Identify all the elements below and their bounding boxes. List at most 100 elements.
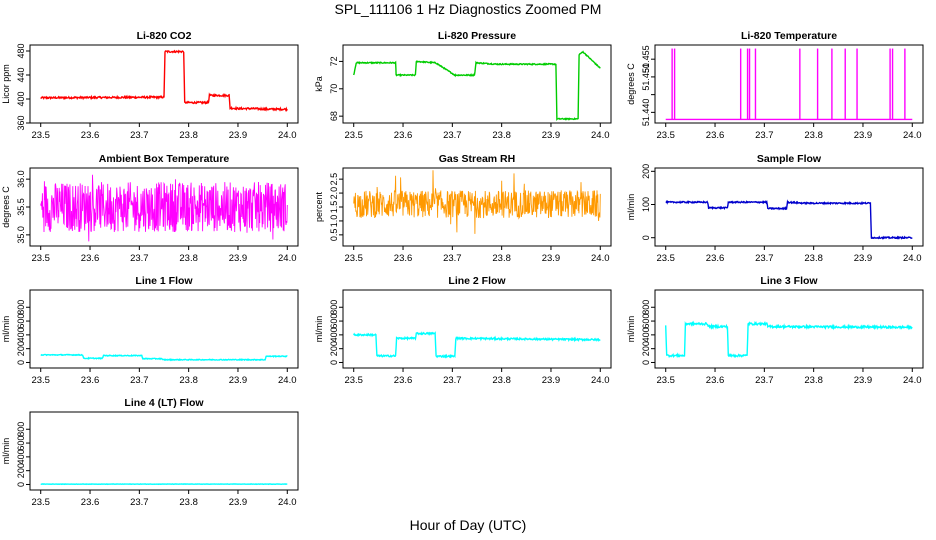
y-axis-label: ml/min [1,438,11,465]
y-tick-label: 100 [641,197,651,212]
x-tick-label: 23.8 [179,253,198,264]
x-tick-label: 23.7 [443,253,462,264]
y-tick-label: 200 [16,341,26,356]
x-tick-label: 24.0 [278,253,297,264]
panel-8: Line 3 Flow 23.5 23.6 23.7 23.8 23.9 24.0 0 2004… [626,275,924,386]
y-tick-label: 800 [641,300,651,315]
y-tick-label: 2.5 [329,173,339,186]
series-line [353,331,601,359]
series-line [40,353,288,362]
x-tick-label: 24.0 [278,497,297,508]
x-tick-label: 23.9 [542,253,561,264]
panel-0: Li-820 CO2 23.5 23.6 23.7 23.8 23.9 24.0 360 400… [1,30,299,141]
plot-frame [29,289,299,369]
x-tick-label: 23.7 [130,375,149,386]
panel-data [40,353,288,362]
series-line [665,199,913,240]
panel-9: Line 4 (LT) Flow 23.5 23.6 23.7 23.8 23.9 24.0… [1,397,299,508]
x-tick-label: 23.7 [443,375,462,386]
y-tick-label: 200 [641,341,651,356]
x-tick-label: 23.7 [130,253,149,264]
x-tick-label: 23.8 [804,375,823,386]
plot-frame [654,167,924,247]
x-tick-label: 23.9 [229,497,248,508]
y-tick-label: 35.0 [16,226,26,244]
x-tick-label: 23.9 [854,375,873,386]
y-tick-label: 600 [329,314,339,329]
series-line [665,320,913,359]
y-tick-label: 800 [16,422,26,437]
y-axis-label: degrees C [1,186,11,228]
y-tick-label: 1.0 [329,215,339,228]
y-tick-label: 400 [641,327,651,342]
x-tick-label: 23.5 [656,130,675,141]
panel-title: Li-820 Pressure [438,30,516,42]
x-tick-label: 23.6 [706,253,725,264]
y-tick-label: 600 [16,436,26,451]
x-tick-label: 23.6 [394,253,413,264]
panel-7: Line 2 Flow 23.5 23.6 23.7 23.8 23.9 24.0 0 2004… [314,275,612,386]
x-tick-label: 23.6 [706,375,725,386]
plot-frame [654,44,924,124]
x-tick-label: 23.5 [31,375,50,386]
x-tick-label: 23.9 [229,375,248,386]
y-axis-label: degrees C [626,63,636,105]
x-tick-label: 23.7 [755,130,774,141]
panel-1: Li-820 Pressure 23.5 23.6 23.7 23.8 23.9 24.0 6… [314,30,612,141]
x-tick-label: 23.7 [755,253,774,264]
x-tick-label: 23.9 [229,130,248,141]
y-tick-label: 0 [641,360,651,365]
y-tick-label: 800 [329,300,339,315]
y-tick-label: 0 [329,360,339,365]
x-tick-label: 23.7 [443,130,462,141]
series-line [353,170,601,234]
x-tick-label: 23.7 [130,497,149,508]
x-tick-label: 23.6 [394,130,413,141]
y-tick-label: 0 [16,360,26,365]
y-tick-label: 1.5 [329,201,339,214]
x-tick-label: 23.8 [492,253,511,264]
y-tick-label: 0 [16,482,26,487]
x-tick-label: 23.7 [755,375,774,386]
panel-title: Sample Flow [757,153,822,165]
panel-4: Gas Stream RH 23.5 23.6 23.7 23.8 23.9 24.0 0.5… [314,153,612,264]
y-tick-label: 51.455 [641,45,651,73]
x-tick-label: 23.6 [81,497,100,508]
x-tick-label: 23.9 [854,253,873,264]
x-tick-label: 23.9 [854,130,873,141]
panel-data [665,199,913,240]
x-tick-label: 23.6 [394,375,413,386]
y-tick-label: 600 [16,314,26,329]
panel-title: Li-820 CO2 [137,30,192,42]
panel-title: Line 1 Flow [135,275,193,287]
x-tick-label: 23.5 [344,130,363,141]
panel-data [353,50,601,121]
x-tick-label: 23.5 [656,375,675,386]
x-tick-label: 24.0 [903,375,922,386]
y-tick-label: 200 [16,463,26,478]
panel-5: Sample Flow 23.5 23.6 23.7 23.8 23.9 24.0 0 100 2… [626,153,924,264]
y-tick-label: 36.0 [16,170,26,188]
x-tick-label: 23.8 [492,375,511,386]
x-tick-label: 23.9 [229,253,248,264]
plot-frame [29,44,299,124]
panel-data [665,320,913,359]
y-tick-label: 0.5 [329,229,339,242]
panel-title: Li-820 Temperature [741,30,837,42]
x-tick-label: 24.0 [591,253,610,264]
y-axis-label: ml/min [1,316,11,343]
y-tick-label: 800 [16,300,26,315]
y-axis-label: ml/min [626,194,636,221]
x-axis-title: Hour of Day (UTC) [409,517,527,533]
x-tick-label: 23.5 [344,375,363,386]
x-tick-label: 23.8 [179,497,198,508]
plot-frame [342,289,612,369]
y-tick-label: 480 [16,43,26,58]
y-tick-label: 400 [16,327,26,342]
x-tick-label: 24.0 [278,375,297,386]
x-tick-label: 23.6 [81,253,100,264]
y-tick-label: 51.440 [641,99,651,127]
y-tick-label: 400 [329,327,339,342]
plot-frame [654,289,924,369]
